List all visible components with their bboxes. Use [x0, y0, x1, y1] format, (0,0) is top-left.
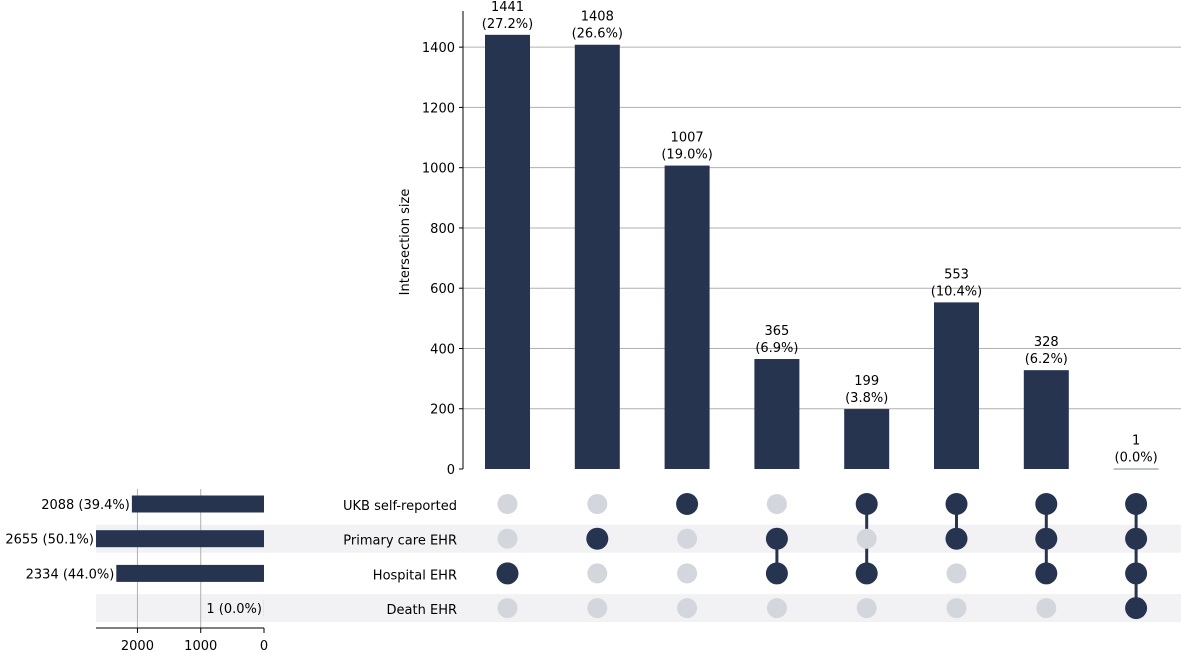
- matrix-dot-active: [496, 562, 519, 585]
- intersection-bar: [754, 359, 800, 469]
- x-tick-label: 0: [260, 639, 268, 652]
- x-tick-label: 2000: [121, 639, 154, 652]
- matrix-dot-inactive: [1036, 598, 1057, 619]
- set-size-axis: 2000 1000 0: [96, 627, 268, 652]
- set-name-label: UKB self-reported: [343, 499, 457, 514]
- bar-percent-label: (6.9%): [755, 341, 798, 356]
- bar-count-label: 553: [944, 267, 969, 282]
- matrix-dot-inactive: [677, 598, 698, 619]
- set-size-bar: [116, 564, 265, 582]
- matrix-dot-inactive: [677, 563, 698, 584]
- matrix-dot-active: [1035, 493, 1058, 515]
- matrix-dot-inactive: [587, 494, 608, 514]
- matrix-dot-active: [676, 493, 699, 515]
- set-size-label: 2655 (50.1%): [5, 533, 94, 548]
- matrix-dot-inactive: [856, 598, 877, 619]
- bar-percent-label: (0.0%): [1115, 451, 1158, 466]
- set-name-labels: UKB self-reported Primary care EHR Hospita…: [343, 499, 457, 618]
- y-tick-label: 600: [430, 282, 455, 297]
- intersection-size-axis: 0 200 400 600 800 1000 1200 1400: [422, 11, 464, 478]
- bar-percent-label: (10.4%): [931, 284, 982, 299]
- set-name-label: Death EHR: [387, 603, 457, 618]
- matrix-row-shading: [96, 524, 1181, 623]
- matrix-dot-inactive: [497, 528, 518, 549]
- intersection-bar: [844, 409, 890, 469]
- intersection-matrix: [496, 493, 1148, 620]
- bar-count-label: 1007: [671, 131, 704, 146]
- y-tick-label: 800: [430, 222, 455, 237]
- matrix-dot-inactive: [946, 563, 967, 584]
- intersection-bar: [1023, 370, 1069, 469]
- bar-count-label: 1441: [491, 0, 524, 15]
- matrix-dot-active: [945, 493, 968, 515]
- bar-count-label: 199: [854, 374, 879, 389]
- matrix-row-shade: [96, 524, 1181, 553]
- matrix-dot-active: [1125, 527, 1148, 550]
- intersection-bar: [934, 302, 979, 469]
- intersection-bars: [485, 34, 1159, 470]
- bar-percent-label: (3.8%): [845, 391, 888, 406]
- set-name-label: Hospital EHR: [373, 568, 457, 583]
- bar-percent-label: (6.2%): [1025, 352, 1068, 367]
- matrix-dot-inactive: [766, 598, 787, 619]
- matrix-dot-inactive: [497, 598, 518, 619]
- matrix-dot-inactive: [497, 494, 518, 514]
- matrix-dot-inactive: [856, 528, 877, 549]
- matrix-row-shade: [96, 594, 1181, 623]
- y-tick-label: 400: [430, 342, 455, 357]
- matrix-dot-active: [855, 493, 878, 515]
- bar-count-label: 365: [764, 324, 789, 339]
- bar-percent-label: (27.2%): [482, 17, 533, 32]
- y-tick-label: 1400: [422, 41, 455, 56]
- matrix-dot-active: [945, 527, 968, 550]
- y-tick-label: 1000: [422, 162, 455, 177]
- set-size-bars: 2088 (39.4%) 2655 (50.1%) 2334 (44.0%) 1 (0…: [5, 495, 265, 617]
- matrix-dot-inactive: [677, 528, 698, 549]
- matrix-dot-active: [855, 562, 878, 585]
- bar-count-label: 1: [1132, 434, 1140, 449]
- y-tick-label: 200: [430, 403, 455, 418]
- y-axis-label: Intersection size: [398, 189, 413, 296]
- bar-percent-label: (26.6%): [572, 27, 623, 42]
- matrix-dot-active: [1125, 562, 1148, 585]
- intersection-bar: [574, 44, 620, 469]
- matrix-dot-inactive: [587, 598, 608, 619]
- bar-count-label: 328: [1034, 335, 1059, 350]
- set-size-bar: [96, 530, 264, 548]
- intersection-bar: [485, 34, 530, 469]
- set-size-label: 2088 (39.4%): [41, 498, 130, 513]
- matrix-dot-active: [1125, 597, 1148, 620]
- y-tick-label: 1200: [422, 101, 455, 116]
- matrix-dot-active: [1125, 493, 1148, 515]
- matrix-dot-active: [765, 562, 788, 585]
- intersection-bar: [1113, 468, 1159, 470]
- matrix-dot-active: [1035, 562, 1058, 585]
- set-name-label: Primary care EHR: [343, 534, 457, 549]
- bar-percent-label: (19.0%): [661, 148, 712, 163]
- x-tick-label: 1000: [184, 639, 217, 652]
- bar-count-label: 1408: [581, 10, 614, 25]
- y-tick-label: 0: [447, 463, 455, 478]
- set-size-label: 1 (0.0%): [206, 602, 262, 617]
- matrix-dot-active: [1035, 527, 1058, 550]
- set-size-label: 2334 (44.0%): [26, 567, 115, 582]
- matrix-dot-inactive: [766, 494, 787, 514]
- intersection-bar: [664, 165, 710, 469]
- matrix-dot-active: [765, 527, 788, 550]
- set-size-bar: [131, 495, 264, 513]
- matrix-dot-inactive: [946, 598, 967, 619]
- intersection-bar-labels: 1441 (27.2%) 1408 (26.6%) 1007 (19.0%) 365 (6.9…: [482, 0, 1158, 466]
- matrix-dot-inactive: [587, 563, 608, 584]
- matrix-dot-active: [586, 527, 609, 550]
